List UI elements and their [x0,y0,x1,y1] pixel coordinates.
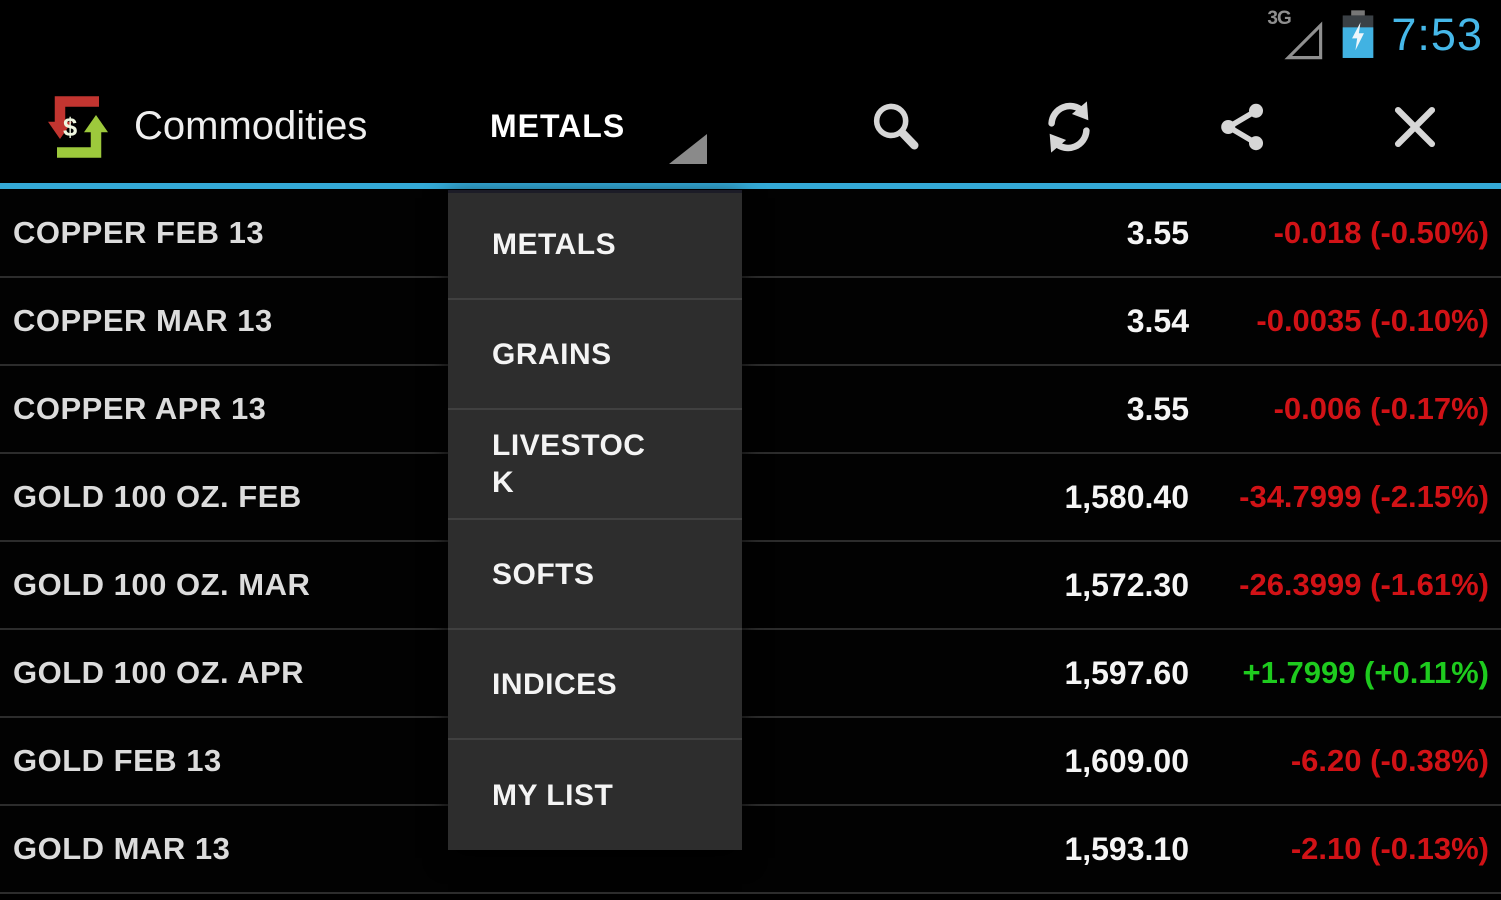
commodity-name: GOLD MAR 13 [13,831,231,866]
commodity-name: GOLD FEB 13 [13,743,222,778]
network-type-label: 3G [1267,8,1291,29]
page-title: Commodities [134,104,368,148]
signal-status: 3G [1267,8,1325,62]
list-item[interactable]: GOLD 100 OZ. MAR 1,572.30 -26.3999 (-1.6… [0,542,1501,630]
actionbar-accent-underline [0,183,1501,189]
list-item[interactable]: GOLD 100 OZ. FEB 1,580.40 -34.7999 (-2.1… [0,454,1501,542]
list-item[interactable]: COPPER MAR 13 3.54 -0.0035 (-0.10%) [0,278,1501,366]
commodity-price: 3.55 [1126,390,1189,427]
commodity-name: GOLD 100 OZ. FEB [13,479,302,514]
spinner-corner-icon [669,133,708,164]
dropdown-item-grains[interactable]: GRAINS [448,300,742,410]
commodity-price: 1,609.00 [1064,742,1189,779]
refresh-icon [1047,100,1090,153]
category-dropdown-menu: METALS GRAINS LIVESTOC K SOFTS INDICES M… [448,190,742,850]
share-button[interactable] [1155,70,1328,183]
close-icon [1394,106,1435,147]
search-icon [873,103,918,149]
commodity-change: +1.7999 (+0.11%) [1242,655,1489,690]
app-logo-icon: $ [48,95,108,158]
dropdown-item-label: GRAINS [492,337,612,371]
list-item[interactable]: GOLD MAR 13 1,593.10 -2.10 (-0.13%) [0,806,1501,894]
commodity-change: -26.3999 (-1.61%) [1239,567,1489,602]
commodity-price: 3.54 [1126,302,1189,339]
dropdown-item-metals[interactable]: METALS [448,190,742,300]
clock: 7:53 [1391,9,1483,60]
share-icon [1220,103,1263,150]
dropdown-item-my-list[interactable]: MY LIST [448,740,742,850]
action-bar-buttons [809,70,1501,183]
dropdown-item-softs[interactable]: SOFTS [448,520,742,630]
commodity-list: COPPER FEB 13 3.55 -0.018 (-0.50%) COPPE… [0,190,1501,894]
list-item[interactable]: COPPER APR 13 3.55 -0.006 (-0.17%) [0,366,1501,454]
dropdown-item-label: METALS [492,227,617,261]
commodity-change: -0.018 (-0.50%) [1273,215,1489,250]
commodity-name: COPPER FEB 13 [13,215,265,250]
list-item[interactable]: GOLD 100 OZ. APR 1,597.60 +1.7999 (+0.11… [0,630,1501,718]
action-bar: $ Commodities METALS [0,70,1501,183]
dropdown-item-label: SOFTS [492,557,595,591]
commodity-name: COPPER MAR 13 [13,303,273,338]
commodity-price: 1,580.40 [1064,478,1189,515]
list-item[interactable]: COPPER FEB 13 3.55 -0.018 (-0.50%) [0,190,1501,278]
commodity-change: -2.10 (-0.13%) [1290,831,1489,866]
search-button[interactable] [809,70,982,183]
commodity-change: -6.20 (-0.38%) [1290,743,1489,778]
category-spinner-label: METALS [490,108,626,144]
dropdown-item-livestock[interactable]: LIVESTOC K [448,410,742,520]
signal-triangle-icon [1284,21,1323,60]
commodity-name: GOLD 100 OZ. APR [13,655,305,690]
commodity-change: -0.006 (-0.17%) [1273,391,1489,426]
commodity-price: 3.55 [1126,214,1189,251]
dropdown-item-indices[interactable]: INDICES [448,630,742,740]
commodity-name: COPPER APR 13 [13,391,267,426]
refresh-button[interactable] [982,70,1155,183]
status-bar: 3G 7:53 [0,0,1501,70]
svg-text:$: $ [63,114,77,142]
battery-charging-icon [1341,10,1375,60]
dropdown-item-label: INDICES [492,667,618,701]
commodity-price: 1,593.10 [1064,830,1189,867]
commodity-change: -0.0035 (-0.10%) [1256,303,1489,338]
commodity-price: 1,572.30 [1064,566,1189,603]
commodity-price: 1,597.60 [1064,654,1189,691]
category-spinner[interactable]: METALS [490,70,708,183]
dropdown-item-label: MY LIST [492,778,614,812]
commodity-change: -34.7999 (-2.15%) [1239,479,1489,514]
dropdown-item-label: LIVESTOC K [492,429,646,499]
list-item[interactable]: GOLD FEB 13 1,609.00 -6.20 (-0.38%) [0,718,1501,806]
close-button[interactable] [1328,70,1501,183]
commodity-name: GOLD 100 OZ. MAR [13,567,311,602]
